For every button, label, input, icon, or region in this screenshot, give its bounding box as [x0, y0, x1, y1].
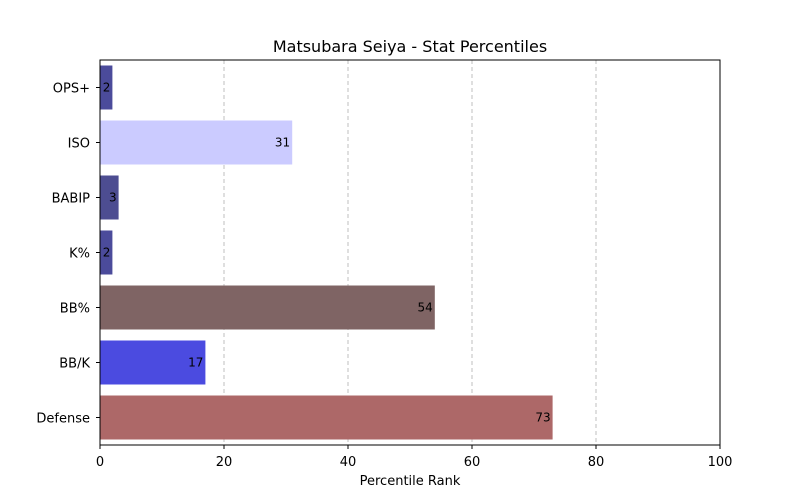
x-ticks: 0 20 40 60 80 100 [96, 445, 733, 470]
x-tick-label: 100 [708, 455, 733, 470]
data-label: 2 [103, 81, 111, 95]
bar [100, 285, 435, 330]
y-tick-label: BB/K [59, 357, 90, 372]
data-label: 2 [103, 246, 111, 260]
bar [100, 395, 553, 440]
y-tick-labels: OPS+ ISO BABIP K% BB% BB/K Defense [36, 82, 100, 427]
y-tick-label: BABIP [52, 192, 91, 207]
data-label: 54 [418, 301, 433, 315]
x-tick-label: 40 [340, 455, 357, 470]
data-label: 73 [535, 411, 550, 425]
data-label: 3 [109, 191, 117, 205]
bar [100, 340, 206, 385]
bar [100, 230, 113, 275]
x-tick-label: 20 [216, 455, 233, 470]
data-label: 17 [188, 356, 203, 370]
x-tick-label: 80 [588, 455, 605, 470]
bar [100, 175, 119, 220]
x-tick-label: 0 [96, 455, 104, 470]
x-tick-label: 60 [464, 455, 481, 470]
gridlines [223, 60, 597, 445]
y-tick-label: ISO [68, 137, 90, 152]
y-tick-label: K% [69, 247, 90, 262]
bar [100, 65, 113, 110]
y-tick-label: OPS+ [53, 82, 90, 97]
x-axis-label: Percentile Rank [360, 474, 461, 489]
bars: 2 31 3 2 54 17 73 [100, 65, 553, 440]
bar [100, 120, 293, 165]
axes-border [99, 59, 721, 446]
data-label: 31 [275, 136, 290, 150]
y-tick-label: BB% [60, 302, 90, 317]
chart-title: Matsubara Seiya - Stat Percentiles [273, 37, 547, 56]
y-tick-label: Defense [36, 412, 90, 427]
plot-frame [99, 59, 721, 446]
